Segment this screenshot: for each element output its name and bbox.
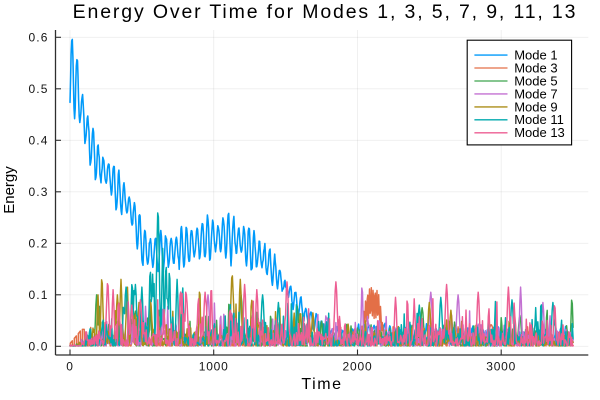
- svg-text:Mode 9: Mode 9: [514, 99, 557, 114]
- svg-text:1000: 1000: [199, 360, 229, 374]
- svg-text:Time: Time: [301, 376, 342, 393]
- svg-text:0.1: 0.1: [29, 288, 49, 302]
- svg-text:Mode 1: Mode 1: [514, 48, 557, 63]
- svg-text:Mode 5: Mode 5: [514, 73, 557, 88]
- svg-text:Mode 13: Mode 13: [514, 125, 565, 140]
- svg-text:Mode 3: Mode 3: [514, 61, 557, 76]
- svg-text:0.4: 0.4: [29, 134, 49, 148]
- svg-text:Mode 7: Mode 7: [514, 86, 557, 101]
- svg-text:0: 0: [66, 360, 73, 374]
- svg-text:Mode 11: Mode 11: [514, 112, 564, 127]
- svg-text:0.5: 0.5: [29, 82, 49, 96]
- svg-text:Energy Over Time for Modes 1,: Energy Over Time for Modes 1, 3, 5, 7, 9…: [73, 1, 578, 23]
- svg-text:0.6: 0.6: [29, 31, 49, 45]
- svg-text:Energy: Energy: [1, 166, 18, 214]
- svg-text:2000: 2000: [343, 360, 373, 374]
- svg-text:0.2: 0.2: [29, 237, 49, 251]
- svg-text:3000: 3000: [486, 360, 516, 374]
- svg-text:0.0: 0.0: [29, 340, 49, 354]
- svg-text:0.3: 0.3: [29, 185, 49, 199]
